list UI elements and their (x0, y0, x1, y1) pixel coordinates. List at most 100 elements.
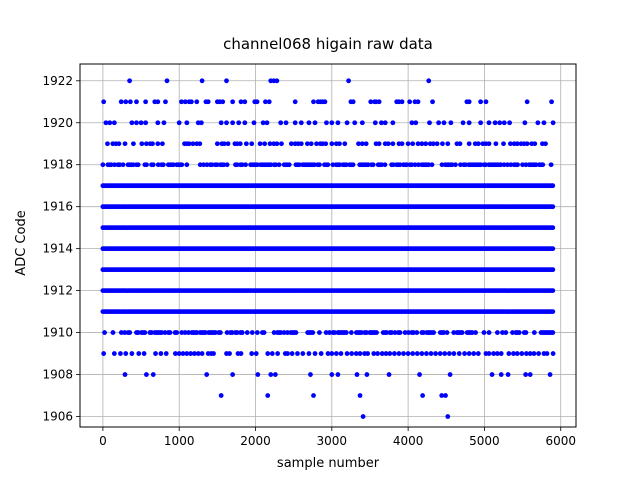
data-point (122, 141, 128, 147)
data-point (150, 372, 156, 377)
data-point (451, 351, 457, 356)
data-point (410, 351, 416, 356)
data-point (415, 141, 421, 147)
data-point (267, 141, 273, 147)
data-point (189, 99, 194, 105)
data-point (501, 141, 506, 147)
data-point (129, 351, 135, 356)
data-point (389, 330, 395, 335)
data-point (244, 330, 250, 335)
data-point (249, 141, 255, 147)
data-point (357, 351, 363, 356)
data-point (127, 78, 132, 84)
data-point (182, 330, 188, 335)
data-point (122, 330, 128, 335)
data-point (446, 351, 452, 356)
data-point (507, 120, 513, 126)
data-point (260, 120, 266, 126)
data-point (405, 351, 411, 356)
data-point (384, 330, 389, 335)
data-point (364, 372, 370, 377)
data-point (443, 393, 448, 398)
data-point (150, 162, 156, 168)
data-point (214, 141, 220, 147)
data-point (274, 141, 280, 147)
data-point (273, 162, 279, 168)
data-point (536, 351, 542, 356)
data-point (134, 99, 139, 105)
data-point (275, 351, 281, 356)
data-point (268, 372, 274, 377)
data-point (379, 162, 384, 168)
data-point (441, 120, 447, 126)
data-point (508, 162, 514, 168)
data-point (466, 141, 472, 147)
y-tick-label: 1918 (42, 158, 73, 172)
data-point (335, 120, 341, 126)
data-point (359, 120, 365, 126)
data-point (329, 351, 335, 356)
data-point (506, 351, 512, 356)
data-point (171, 162, 176, 168)
data-point (129, 120, 135, 126)
data-point (414, 330, 420, 335)
data-point (514, 141, 520, 147)
data-point (337, 141, 342, 147)
data-point (143, 99, 149, 105)
data-point (523, 330, 529, 335)
data-point (360, 414, 366, 419)
data-point (184, 162, 190, 168)
data-point (346, 78, 351, 84)
data-point (495, 330, 500, 335)
data-point (230, 120, 236, 126)
data-point (550, 309, 556, 314)
data-point (356, 141, 361, 147)
data-point (365, 351, 371, 356)
data-point (471, 351, 477, 356)
data-point (136, 351, 142, 356)
data-point (167, 330, 173, 335)
data-point (507, 141, 513, 147)
data-point (379, 120, 384, 126)
data-point (254, 162, 260, 168)
data-point (486, 120, 492, 126)
data-point (198, 120, 204, 126)
data-point (311, 99, 316, 105)
data-point (118, 330, 124, 335)
data-point (397, 330, 403, 335)
data-point (135, 162, 141, 168)
data-point (281, 330, 287, 335)
data-point (205, 99, 211, 105)
data-point (135, 330, 141, 335)
data-point (160, 162, 166, 168)
data-point (236, 120, 242, 126)
data-point (359, 141, 365, 147)
data-point (458, 162, 463, 168)
data-point (224, 78, 229, 84)
data-point (428, 351, 434, 356)
data-point (541, 120, 547, 126)
data-point (500, 330, 505, 335)
data-point (364, 330, 369, 335)
data-point (524, 351, 529, 356)
data-point (265, 351, 271, 356)
data-point (550, 204, 556, 210)
data-point (550, 246, 556, 252)
data-point (343, 330, 349, 335)
data-point (421, 330, 426, 335)
data-point (451, 330, 457, 335)
data-point (269, 351, 275, 356)
data-point (314, 141, 319, 147)
data-point (376, 141, 382, 147)
data-point (251, 120, 257, 126)
data-point (155, 120, 161, 126)
data-point (430, 99, 435, 105)
data-point (224, 330, 230, 335)
data-point (498, 162, 504, 168)
data-point (131, 141, 136, 147)
data-point (234, 330, 240, 335)
x-tick-label: 4000 (393, 434, 424, 448)
data-point (349, 351, 355, 356)
data-point (390, 141, 396, 147)
